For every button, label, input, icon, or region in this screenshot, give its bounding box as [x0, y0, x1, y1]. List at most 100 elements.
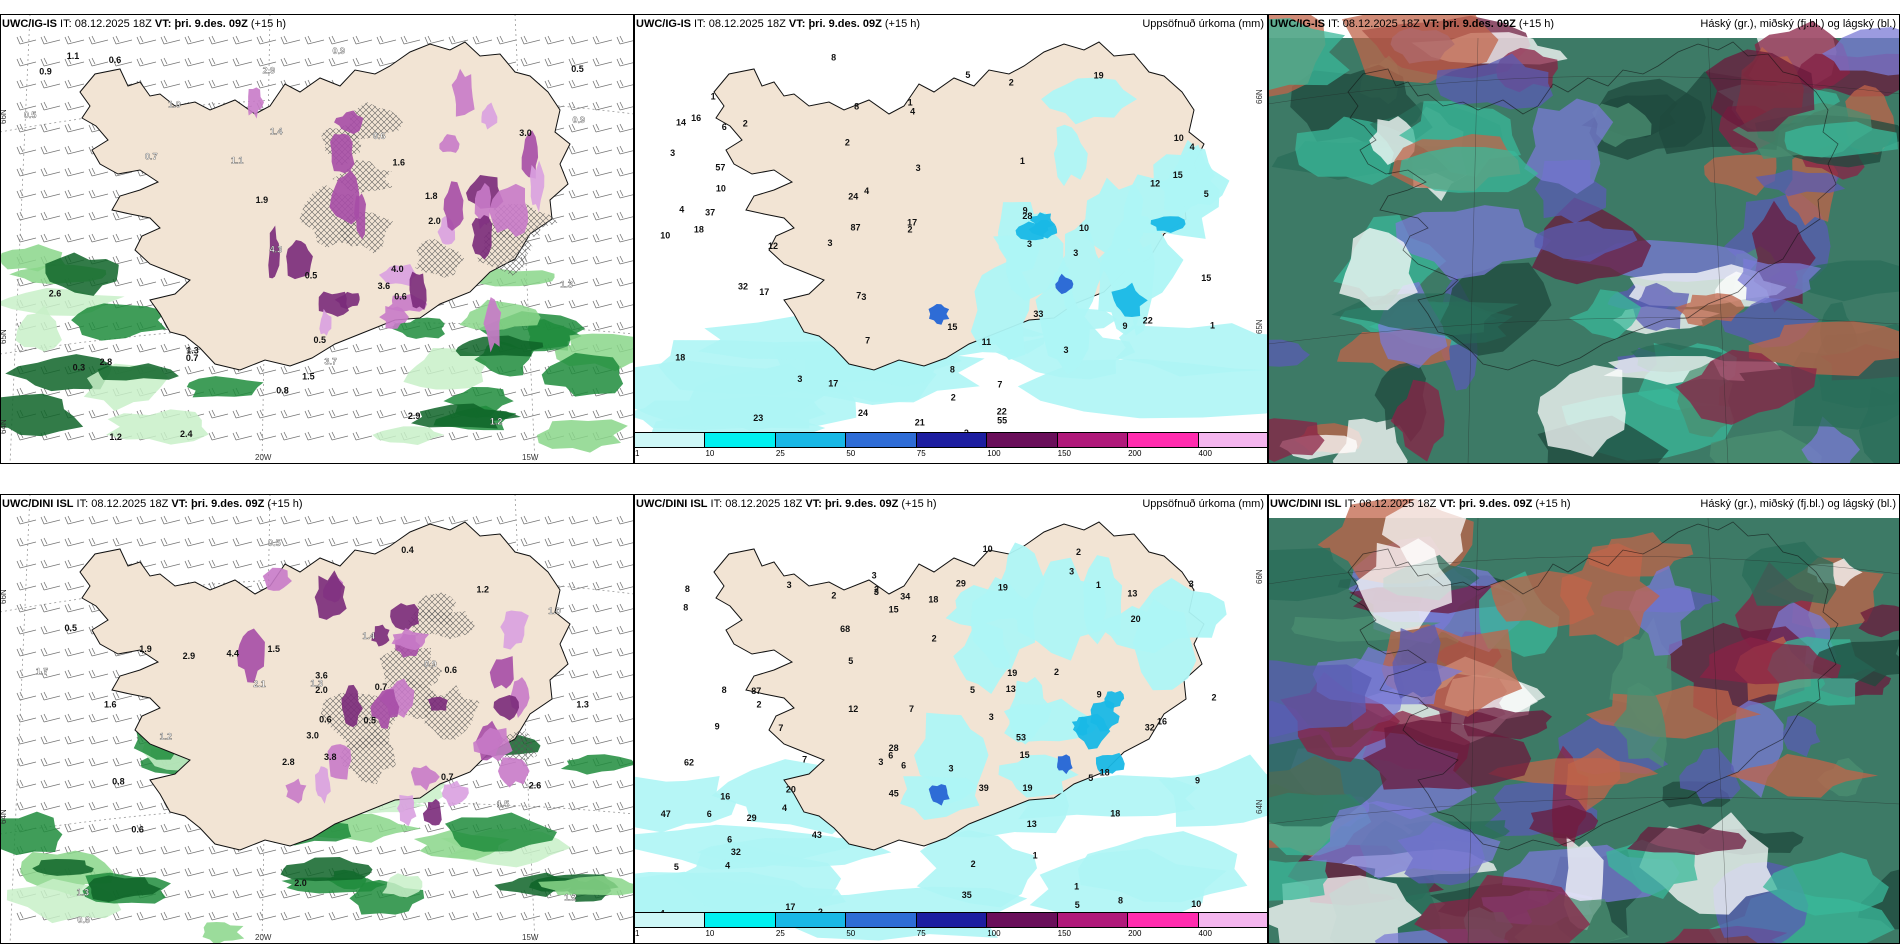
wind-barb	[544, 559, 565, 569]
wind-barb	[520, 57, 541, 67]
accum-value-label: 7	[856, 290, 861, 300]
wind-barb	[520, 537, 541, 547]
wind-barb	[40, 515, 61, 525]
wind-barb	[64, 691, 85, 701]
wind-barb	[280, 35, 301, 45]
snow-blob	[391, 627, 430, 651]
lat-axis-label: 64N	[1255, 799, 1264, 814]
wind-barb	[64, 647, 85, 657]
wind-barb	[16, 581, 37, 591]
precip-value-label: 2.8	[100, 357, 113, 367]
wind-barb	[520, 409, 541, 419]
wind-barb	[616, 735, 634, 745]
sea-precip	[88, 875, 162, 903]
accum-value-label: 55	[997, 416, 1007, 426]
wind-barb	[616, 123, 634, 133]
wind-barb	[544, 515, 565, 525]
cloud-layer	[1488, 758, 1659, 787]
wind-barb	[568, 801, 589, 811]
wind-barb	[568, 233, 589, 243]
wind-barb	[544, 409, 565, 419]
precip-value-label: 2.6	[529, 781, 542, 791]
wind-barb	[592, 57, 613, 67]
snow-blob	[489, 656, 514, 689]
wind-barb	[40, 713, 61, 723]
precip-value-label: 2.9	[408, 411, 421, 421]
wind-barb	[40, 625, 61, 635]
sea-accum	[634, 360, 829, 427]
accum-value-label: 22	[997, 406, 1007, 416]
accum-value-label: 7	[997, 379, 1002, 389]
snow-blob	[481, 102, 498, 130]
precip-value-label: 3.6	[378, 281, 391, 291]
accum-value-label: 9	[1123, 321, 1128, 331]
precip-value-label: 3.0	[519, 128, 532, 138]
sea-precip	[382, 873, 423, 898]
wind-barb	[64, 431, 85, 441]
wind-barb	[280, 845, 301, 855]
wind-barb	[280, 515, 301, 525]
cloud-layer	[1737, 258, 1822, 304]
sea-precip	[392, 317, 446, 339]
colorbar-tick-label: 200	[1128, 929, 1142, 938]
wind-barb	[568, 603, 589, 613]
colorbar-outline	[634, 912, 1268, 928]
map-precip-wind: 0.5 1.6 0.7 1.0 0.6 0.8 1.3 2.8 2.6 1.2 0.5 0.6 0.9 3…	[0, 494, 634, 944]
wind-barb	[64, 735, 85, 745]
lat-line	[1268, 75, 1900, 105]
snow-blob	[237, 628, 265, 683]
lat-axis-label: 64N	[0, 809, 8, 824]
wind-barb	[64, 603, 85, 613]
snow-blob	[379, 305, 410, 329]
wind-barb	[424, 867, 445, 877]
wind-barb	[112, 211, 133, 221]
wind-barb	[136, 845, 157, 855]
wind-barb	[232, 79, 253, 89]
wind-barb	[232, 35, 253, 45]
lat-axis-label: 64N	[0, 419, 8, 434]
precip-value-label: 1.2	[109, 432, 122, 442]
cloud-layer	[1341, 14, 1499, 84]
wind-barb	[64, 211, 85, 221]
wind-barb	[328, 35, 349, 45]
wind-barb	[112, 757, 133, 767]
value-labels: 1632321212323323322545482859106151579641…	[660, 544, 1217, 923]
wind-barb	[616, 823, 634, 833]
snow-blob	[493, 695, 520, 721]
accum-value-label: 2	[951, 392, 956, 402]
wind-barb	[280, 409, 301, 419]
precip-value-label: 1.3	[310, 678, 323, 688]
accum-value-label: 18	[1100, 767, 1110, 777]
snow-blob	[521, 130, 539, 179]
mixed-precip-hatch	[379, 643, 443, 694]
wind-barb	[568, 211, 589, 221]
wind-barb	[160, 911, 181, 921]
cloud-layer	[1782, 715, 1821, 757]
wind-barb	[112, 343, 133, 353]
sea-precip	[538, 875, 634, 896]
graticule	[1268, 517, 1900, 944]
wind-barb	[568, 167, 589, 177]
precip-value-label: 1.5	[497, 799, 510, 809]
accum-value-label: 29	[747, 813, 757, 823]
wind-barb	[544, 255, 565, 265]
colorbar-tick-label: 200	[1128, 449, 1142, 458]
accum-value-label: 2	[971, 859, 976, 869]
lon-line	[1707, 517, 1729, 944]
lead-time: (+15 h)	[250, 18, 287, 30]
cloud-layer	[1709, 430, 1822, 464]
it-label: IT:	[707, 498, 726, 510]
wind-barb	[592, 299, 613, 309]
wind-barb	[568, 647, 589, 657]
accum-value-label: 12	[768, 241, 778, 251]
colorbar-outline	[634, 432, 1268, 448]
wind-barb	[64, 823, 85, 833]
wind-barb	[304, 431, 325, 441]
precip-value-label: 2.6	[49, 288, 62, 298]
wind-barb	[208, 559, 229, 569]
wind-barb	[376, 343, 397, 353]
snow-blob	[390, 603, 419, 631]
cloud-layer	[1362, 719, 1532, 790]
accum-value-label: 4	[725, 861, 730, 871]
precip-value-label: 0.6	[77, 915, 90, 925]
